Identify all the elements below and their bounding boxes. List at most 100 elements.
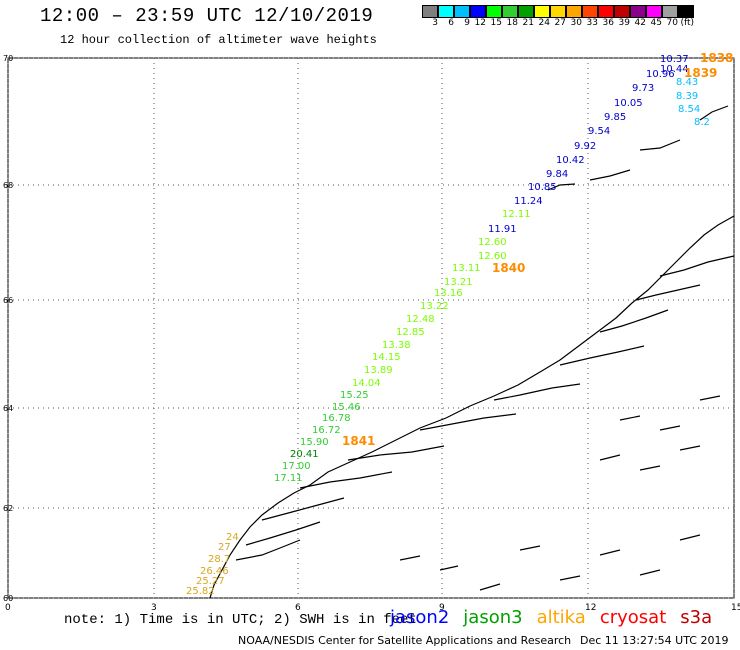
wave-height-label: 17.00	[282, 461, 311, 472]
legend-labels: 3 6 9 12 15 18 21 24 27 30 33 36 39 42 45 70 (ft)	[422, 18, 694, 28]
legend-swatch	[646, 5, 662, 18]
legend-swatch	[566, 5, 582, 18]
lon-tick-label: 0	[5, 603, 11, 613]
legend-swatch	[662, 5, 678, 18]
legend-swatch	[630, 5, 646, 18]
wave-height-label: 11.24	[514, 196, 543, 207]
coastline-fjord-6	[419, 413, 517, 431]
units-note: note: 1) Time is in UTC; 2) SWH is in fe…	[64, 612, 417, 628]
coastline-fjord-1	[235, 539, 301, 561]
wave-height-label: 14.15	[372, 352, 401, 363]
legend-swatch	[518, 5, 534, 18]
wave-height-label: 16.72	[312, 425, 341, 436]
wave-height-label: 10.85	[528, 182, 557, 193]
legend-label: 45	[650, 18, 662, 28]
wave-height-label: 13.16	[434, 288, 463, 299]
lon-tick-label: 12	[585, 603, 596, 613]
coastline-fjord-11	[659, 255, 735, 277]
wave-height-label: 13.38	[382, 340, 411, 351]
wave-height-label: 12.60	[478, 251, 507, 262]
wave-height-label: 25.27	[196, 576, 225, 587]
legend-label: (ft)	[680, 18, 694, 28]
coastline-fjord-2	[245, 521, 321, 546]
coastline-fjord-10	[635, 284, 701, 301]
pass-number-label: 1838	[700, 51, 733, 65]
wave-height-label: 11.91	[488, 224, 517, 235]
legend-swatch	[502, 5, 518, 18]
legend-label: 33	[586, 18, 598, 28]
legend-swatches	[422, 5, 694, 18]
wave-height-label: 24	[226, 532, 239, 543]
wave-height-label: 8.39	[676, 91, 698, 102]
wave-height-label: 25.82	[186, 586, 215, 597]
wave-height-label: 9.54	[588, 126, 610, 137]
wave-height-label: 17.11	[274, 473, 303, 484]
wave-height-label: 10.96	[646, 69, 675, 80]
wave-height-label: 12.48	[406, 314, 435, 325]
satellite-name: altika	[536, 607, 586, 628]
lon-tick-label: 9	[439, 603, 445, 613]
legend-label: 21	[522, 18, 534, 28]
coastline-islands-3	[599, 395, 721, 471]
wave-height-label: 13.89	[364, 365, 393, 376]
wave-height-label: 15.46	[332, 402, 361, 413]
wave-height-label: 8.54	[678, 104, 700, 115]
satellite-name: cryosat	[599, 607, 667, 628]
coastline-fjord-8	[559, 345, 645, 366]
wave-height-label: 15.90	[300, 437, 329, 448]
legend-swatch	[582, 5, 598, 18]
generated-timestamp: Dec 11 13:27:54 UTC 2019	[580, 634, 729, 647]
wave-height-label: 20.41	[290, 449, 319, 460]
page-subtitle: 12 hour collection of altimeter wave hei…	[60, 33, 377, 47]
legend-swatch	[598, 5, 614, 18]
lat-tick-label: 60	[3, 594, 13, 603]
lat-tick-label: 68	[3, 181, 13, 190]
coastline	[209, 105, 735, 599]
credit-line: NOAA/NESDIS Center for Satellite Applica…	[238, 634, 572, 647]
legend-label: 70	[666, 18, 678, 28]
wave-height-label: 26.46	[200, 566, 229, 577]
wave-height-label: 16.78	[322, 413, 351, 424]
wave-height-label: 12.85	[396, 327, 425, 338]
coastline-islands-2	[399, 534, 701, 591]
legend-swatch	[486, 5, 502, 18]
wave-height-label: 10.05	[614, 98, 643, 109]
satellite-name: jason2	[390, 607, 450, 628]
pass-number-label: 1841	[342, 434, 375, 448]
coastline-fjord-3	[261, 497, 345, 521]
legend-label: 27	[554, 18, 566, 28]
pass-number-label: 1839	[684, 66, 717, 80]
legend-label: 18	[506, 18, 518, 28]
wave-height-label: 9.92	[574, 141, 596, 152]
coastline-fjord-9	[599, 309, 669, 333]
legend-label: 3	[432, 18, 438, 28]
wave-height-label: 9.84	[546, 169, 568, 180]
lon-tick-label: 6	[295, 603, 301, 613]
legend-label: 12	[474, 18, 486, 28]
legend-swatch	[678, 5, 694, 18]
coastline-fjord-7	[493, 383, 581, 401]
legend-swatch	[534, 5, 550, 18]
wave-height-label: 12.11	[502, 209, 531, 220]
wave-height-label: 10.42	[556, 155, 585, 166]
coastline-islands	[547, 105, 729, 191]
legend-swatch	[614, 5, 630, 18]
legend-swatch	[422, 5, 438, 18]
legend-label: 15	[490, 18, 502, 28]
coastline-fjord-4	[299, 471, 393, 489]
pass-number-label: 1840	[492, 261, 525, 275]
legend-swatch	[550, 5, 566, 18]
wave-height-label: 28.7	[208, 554, 230, 565]
legend-label: 42	[634, 18, 646, 28]
color-scale-legend: 3 6 9 12 15 18 21 24 27 30 33 36 39 42 45 70 (ft)	[422, 5, 694, 28]
wave-height-label: 8.43	[676, 77, 698, 88]
satellite-legend: jason2 jason3 altika cryosat s3a	[390, 607, 726, 628]
wave-height-label: 27	[218, 542, 231, 553]
legend-label: 39	[618, 18, 630, 28]
lat-tick-label: 66	[3, 296, 13, 305]
lon-tick-label: 15	[731, 603, 740, 613]
satellite-name: jason3	[463, 607, 523, 628]
legend-label: 36	[602, 18, 614, 28]
